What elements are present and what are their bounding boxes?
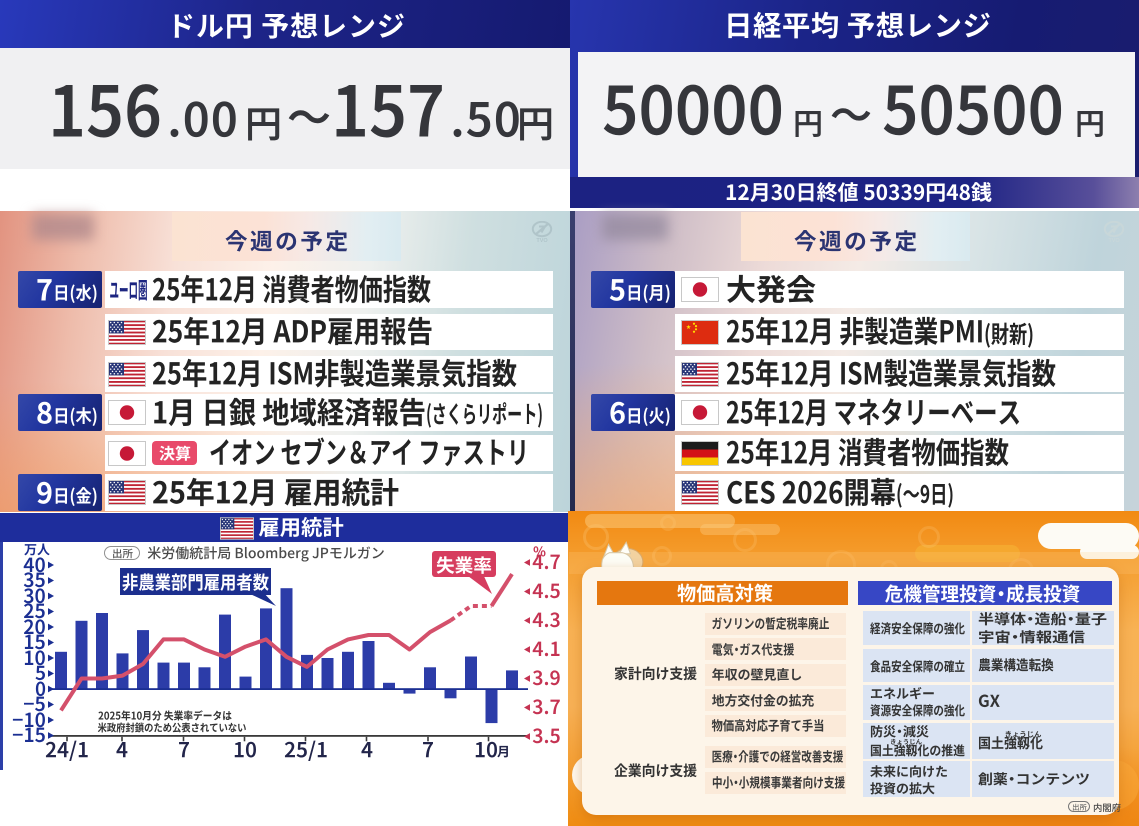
svg-text:TVO: TVO	[536, 238, 548, 244]
svg-text:TVO: TVO	[1108, 238, 1120, 244]
